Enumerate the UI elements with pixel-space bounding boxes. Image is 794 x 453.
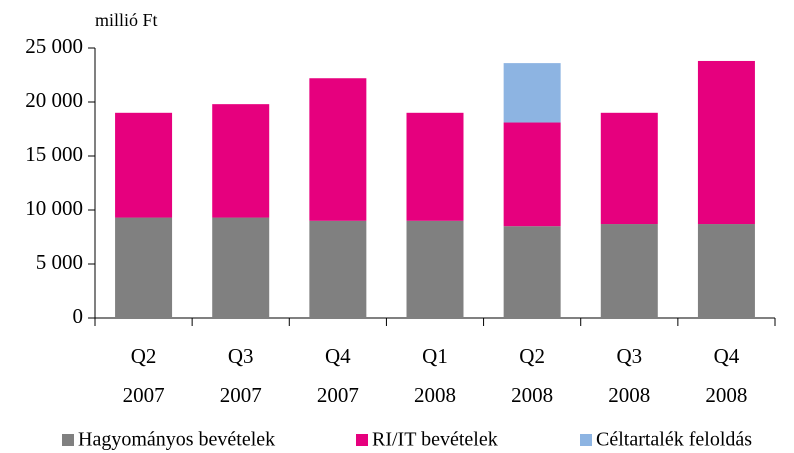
legend-label: RI/IT bevételek — [372, 429, 498, 451]
bar-segment — [115, 217, 173, 318]
bar-segment — [406, 112, 464, 221]
x-tick-label: Q1 — [422, 344, 448, 368]
bar-segment — [406, 220, 464, 318]
x-tick-label: Q3 — [616, 344, 642, 368]
bar-segment — [309, 78, 367, 221]
y-tick-label: 10 000 — [25, 196, 83, 220]
x-tick-label: 2008 — [414, 383, 456, 407]
bar-segment — [503, 122, 561, 227]
bar-segment — [115, 112, 173, 218]
legend-label: Hagyományos bevételek — [78, 429, 275, 451]
y-tick-label: 0 — [73, 304, 84, 328]
y-tick-label: 15 000 — [25, 142, 83, 166]
bar-segment — [600, 224, 658, 318]
x-tick-label: Q4 — [325, 344, 351, 368]
x-tick-label: 2007 — [317, 383, 359, 407]
bar-segment — [503, 226, 561, 318]
legend-swatch — [356, 434, 368, 446]
bar-segment — [600, 112, 658, 225]
y-axis-label: millió Ft — [95, 10, 158, 30]
y-tick-label: 25 000 — [25, 34, 83, 58]
y-tick-label: 5 000 — [36, 250, 83, 274]
legend-swatch — [580, 434, 592, 446]
x-tick-label: Q2 — [131, 344, 157, 368]
x-tick-label: 2008 — [705, 383, 747, 407]
bar-segment — [212, 104, 270, 218]
x-tick-label: 2007 — [220, 383, 262, 407]
x-tick-label: Q4 — [714, 344, 740, 368]
bar-segment — [697, 60, 755, 225]
x-tick-label: Q3 — [228, 344, 254, 368]
bar-segment — [309, 220, 367, 318]
bar-segment — [503, 63, 561, 123]
x-tick-label: 2008 — [608, 383, 650, 407]
legend-swatch — [62, 434, 74, 446]
x-tick-label: 2008 — [511, 383, 553, 407]
x-tick-label: Q2 — [519, 344, 545, 368]
bar-segment — [697, 224, 755, 318]
x-tick-label: 2007 — [123, 383, 165, 407]
y-tick-label: 20 000 — [25, 88, 83, 112]
bar-segment — [212, 217, 270, 318]
legend-label: Céltartalék feloldás — [596, 429, 752, 451]
